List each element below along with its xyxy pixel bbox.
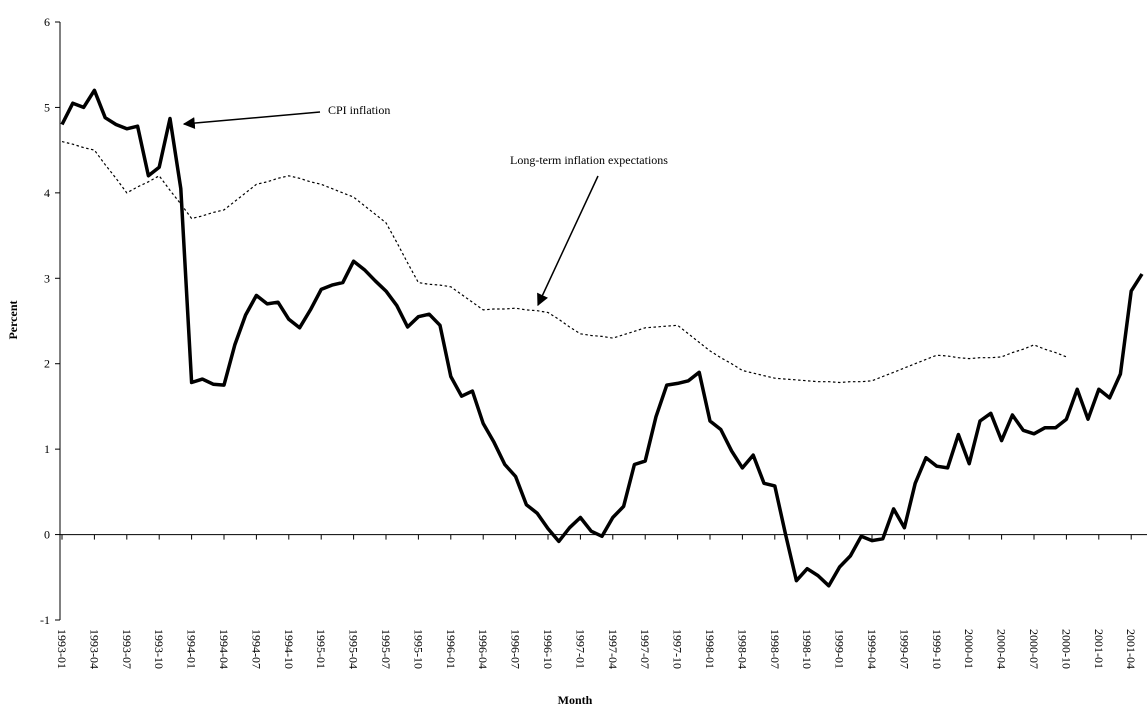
y-tick-label: 6 <box>44 15 50 29</box>
x-tick-label: 1993-10 <box>152 629 166 669</box>
x-tick-label: 2001-04 <box>1124 629 1138 669</box>
x-tick-label: 1993-01 <box>55 629 69 669</box>
x-tick-label: 1998-04 <box>735 629 749 669</box>
y-tick-label: 5 <box>44 100 50 114</box>
x-tick-label: 1997-10 <box>671 629 685 669</box>
x-tick-label: 1994-04 <box>217 629 231 669</box>
x-tick-label: 1999-07 <box>897 629 911 669</box>
x-tick-label: 2000-10 <box>1059 629 1073 669</box>
series-line <box>61 141 1067 384</box>
annotation-arrow <box>537 175 599 307</box>
x-tick-label: 1995-07 <box>379 629 393 669</box>
y-tick-label: 0 <box>44 528 50 542</box>
x-tick-label: 1997-04 <box>606 629 620 669</box>
x-tick-label: 1996-10 <box>541 629 555 669</box>
x-tick-label: 1993-07 <box>120 629 134 669</box>
x-tick-label: 1999-10 <box>930 629 944 669</box>
x-tick-label: 1998-10 <box>800 629 814 669</box>
x-tick-label: 1999-04 <box>865 629 879 669</box>
x-tick-label: 1996-07 <box>509 629 523 669</box>
x-tick-label: 2000-07 <box>1027 629 1041 669</box>
x-tick-label: 1997-07 <box>638 629 652 669</box>
x-tick-label: 1995-10 <box>411 629 425 669</box>
y-axis-title: Percent <box>6 300 20 339</box>
x-tick-label: 1996-04 <box>476 629 490 669</box>
x-tick-label: 1993-04 <box>87 629 101 669</box>
annotation: CPI inflation <box>328 103 390 117</box>
x-tick-label: 1999-01 <box>833 629 847 669</box>
x-tick-label: 1998-07 <box>768 629 782 669</box>
x-axis-title: Month <box>558 693 593 707</box>
x-tick-label: 1994-10 <box>282 629 296 669</box>
annotation-arrow <box>182 111 321 130</box>
series-line <box>60 88 1144 588</box>
y-tick-label: 2 <box>44 357 50 371</box>
y-tick-label: 4 <box>44 186 50 200</box>
y-tick-label: -1 <box>40 613 50 627</box>
x-tick-label: 2001-01 <box>1092 629 1106 669</box>
y-tick-label: 1 <box>44 442 50 456</box>
x-tick-label: 1997-01 <box>573 629 587 669</box>
x-tick-label: 1994-07 <box>249 629 263 669</box>
y-tick-label: 3 <box>44 271 50 285</box>
x-tick-label: 1995-01 <box>314 629 328 669</box>
x-tick-label: 1998-01 <box>703 629 717 669</box>
x-tick-label: 1995-04 <box>347 629 361 669</box>
x-tick-label: 1994-01 <box>185 629 199 669</box>
x-tick-label: 2000-01 <box>962 629 976 669</box>
x-tick-label: 1996-01 <box>444 629 458 669</box>
x-tick-label: 2000-04 <box>995 629 1009 669</box>
annotation: Long-term inflation expectations <box>510 153 668 167</box>
